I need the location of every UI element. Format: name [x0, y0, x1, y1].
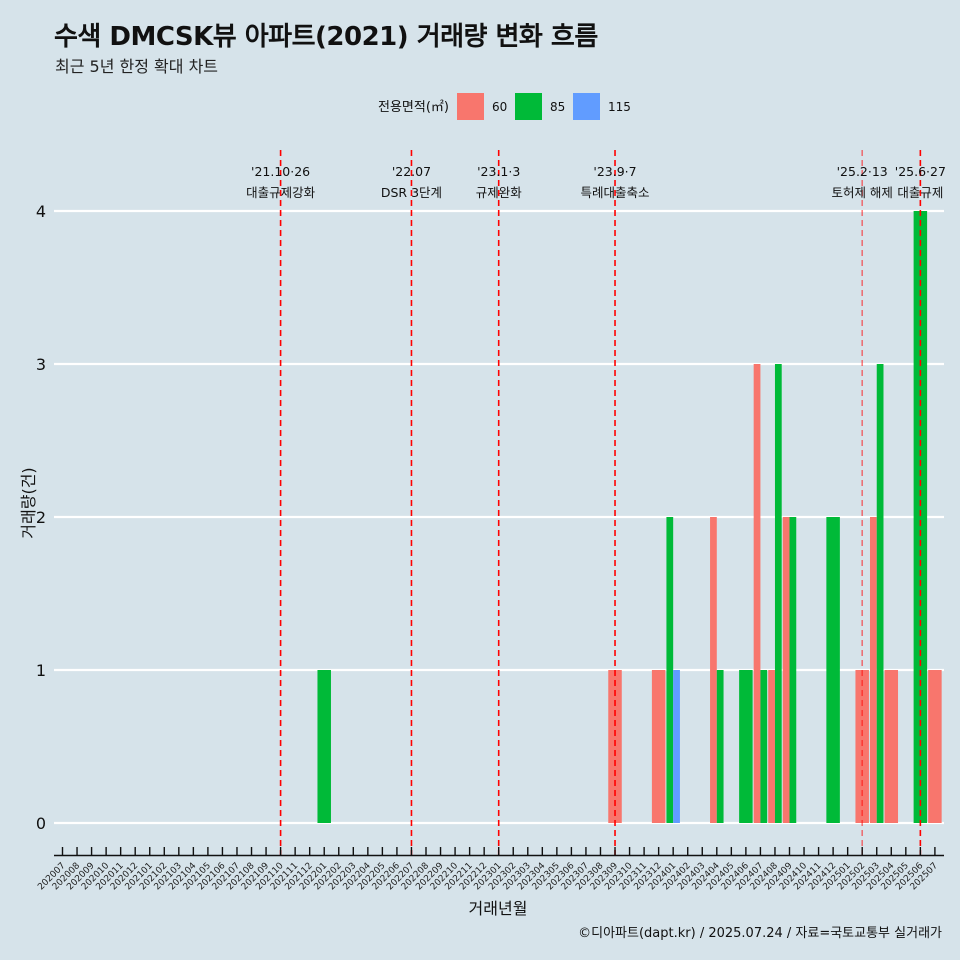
event-label: 특례대출축소 [581, 185, 650, 200]
y-tick-label: 0 [36, 814, 46, 833]
event-label: 대출규제 [897, 185, 943, 200]
event-date: '22.07 [392, 164, 431, 179]
bar-202407-60 [753, 364, 761, 823]
event-label: DSR 3단계 [381, 185, 442, 200]
chart-title: 수색 DMCSK뷰 아파트(2021) 거래량 변화 흐름 [54, 22, 598, 52]
bar-202408-85 [774, 364, 782, 823]
bar-202404-60 [710, 517, 717, 823]
bar-202407-85 [760, 670, 768, 823]
y-tick-label: 4 [36, 202, 46, 221]
x-axis: 2020072020082020092020102020112020122021… [36, 847, 944, 918]
bar-202201-85 [317, 670, 331, 823]
y-tick-label: 1 [36, 661, 46, 680]
y-tick-label: 3 [36, 355, 46, 374]
bar-202502-60 [855, 670, 869, 823]
legend-label: 115 [608, 100, 631, 114]
event-date: '25.6·27 [895, 164, 946, 179]
bar-202506-85 [913, 211, 928, 823]
event-date: '23.1·3 [477, 164, 520, 179]
bar-202503-60 [869, 517, 877, 823]
bar-202406-85 [739, 670, 753, 823]
legend-label: 85 [550, 100, 565, 114]
event-date: '23.9·7 [593, 164, 636, 179]
bar-202409-60 [782, 517, 790, 823]
y-axis-title: 거래량(건) [19, 467, 38, 538]
bar-202401-85 [666, 517, 674, 823]
y-axis: 0 1 2 3 4 거래량(건) [19, 202, 46, 833]
y-tick-label: 2 [36, 508, 46, 527]
event-label: 대출규제강화 [246, 185, 316, 200]
event-annotations: '21.10·26 대출규제강화 '22.07 DSR 3단계 '23.1·3 규제완화 '… [246, 150, 946, 856]
bar-202504-60 [884, 670, 899, 823]
event-date: '21.10·26 [251, 164, 310, 179]
x-axis-title: 거래년월 [469, 899, 528, 918]
event-label: 규제완화 [476, 185, 523, 200]
event-date: '25.2·13 [837, 164, 888, 179]
bar-202503-85 [876, 364, 884, 823]
bar-202312-60 [651, 670, 666, 823]
bar-202412-85 [826, 517, 840, 823]
bars [317, 211, 942, 823]
bar-202408-60 [768, 670, 775, 823]
legend-label: 60 [492, 100, 507, 114]
legend-swatch-60 [457, 93, 484, 120]
legend-title: 전용면적(㎡) [378, 100, 449, 115]
legend: 전용면적(㎡) 60 85 115 [378, 93, 631, 120]
legend-swatch-115 [573, 93, 600, 120]
bar-202507-60 [928, 670, 942, 823]
source-caption: ©디아파트(dapt.kr) / 2025.07.24 / 자료=국토교통부 실… [578, 926, 942, 941]
legend-swatch-85 [515, 93, 542, 120]
bar-202401-115 [673, 670, 680, 823]
bar-202404-85 [716, 670, 724, 823]
bar-202309-60 [608, 670, 622, 823]
bar-202409-85 [789, 517, 797, 823]
chart-subtitle: 최근 5년 한정 확대 차트 [55, 57, 219, 76]
event-label: 토허제 해제 [831, 185, 892, 200]
